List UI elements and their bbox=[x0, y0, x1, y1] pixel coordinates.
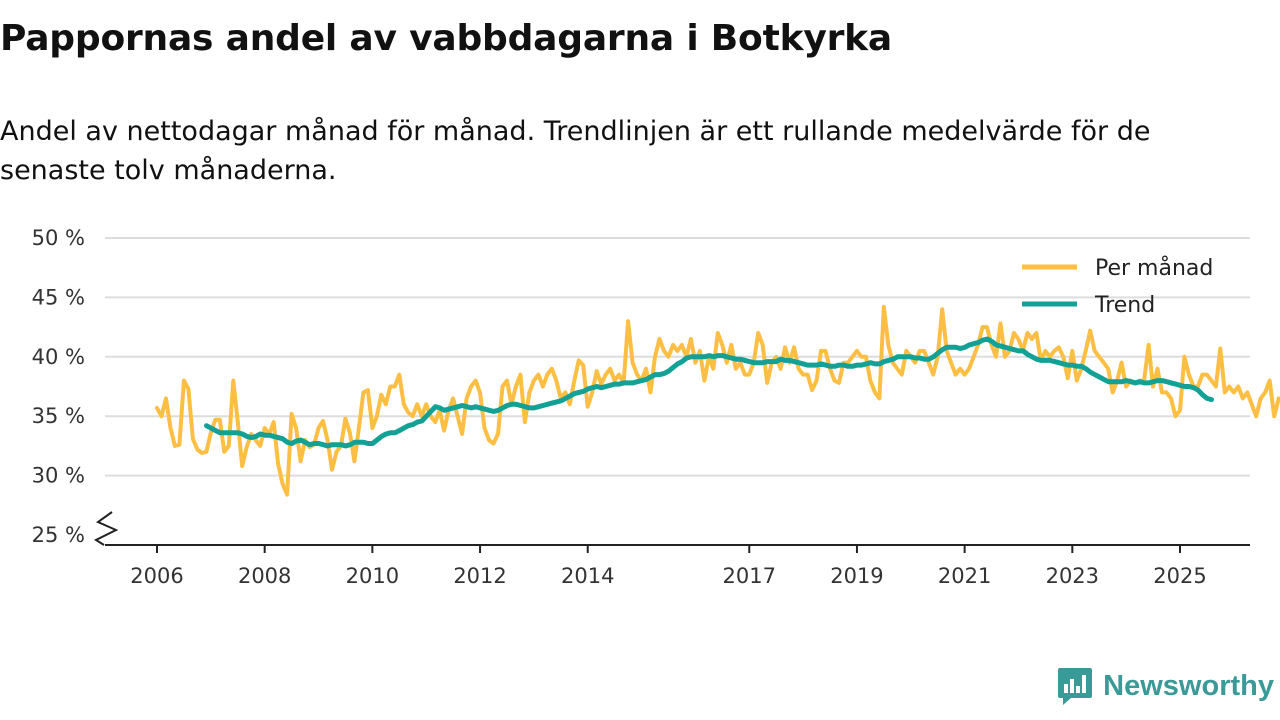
x-tick-label: 2010 bbox=[346, 564, 399, 588]
legend-label: Per månad bbox=[1095, 255, 1213, 281]
x-tick-label: 2021 bbox=[938, 564, 991, 588]
y-tick-label: 35 % bbox=[32, 404, 85, 428]
chart-title: Pappornas andel av vabbdagarna i Botkyrk… bbox=[0, 18, 892, 59]
x-tick-label: 2012 bbox=[453, 564, 506, 588]
brand-logo: Newsworthy bbox=[1057, 666, 1274, 706]
series-line-trend bbox=[204, 336, 1214, 449]
series-line-per-manad bbox=[155, 304, 1280, 497]
newsworthy-logo-icon bbox=[1058, 668, 1093, 705]
series bbox=[155, 304, 1280, 497]
y-tick-label: 25 % bbox=[32, 523, 85, 547]
y-tick-label: 50 % bbox=[32, 226, 85, 250]
x-tick-label: 2023 bbox=[1046, 564, 1099, 588]
axis-break-mark bbox=[93, 511, 119, 546]
y-tick-label: 30 % bbox=[32, 464, 85, 488]
x-tick-label: 2019 bbox=[830, 564, 883, 588]
brand-name: Newsworthy bbox=[1103, 669, 1274, 702]
x-tick-label: 2025 bbox=[1153, 564, 1206, 588]
chart-subtitle: Andel av nettodagar månad för månad. Tre… bbox=[0, 116, 1151, 186]
legend-label: Trend bbox=[1094, 293, 1155, 318]
x-tick-label: 2008 bbox=[238, 564, 291, 588]
axes: 25 % 30 % 35 % 40 % 45 % 50 % 2006 2008 2010 2012… bbox=[32, 226, 1250, 588]
x-tick-label: 2006 bbox=[130, 564, 183, 588]
y-tick-label: 40 % bbox=[32, 345, 85, 369]
x-tick-label: 2014 bbox=[561, 564, 614, 588]
gridlines bbox=[105, 237, 1250, 477]
y-tick-label: 45 % bbox=[32, 285, 85, 309]
legend: Per månad Trend bbox=[1022, 255, 1213, 318]
x-tick-label: 2017 bbox=[723, 564, 776, 588]
